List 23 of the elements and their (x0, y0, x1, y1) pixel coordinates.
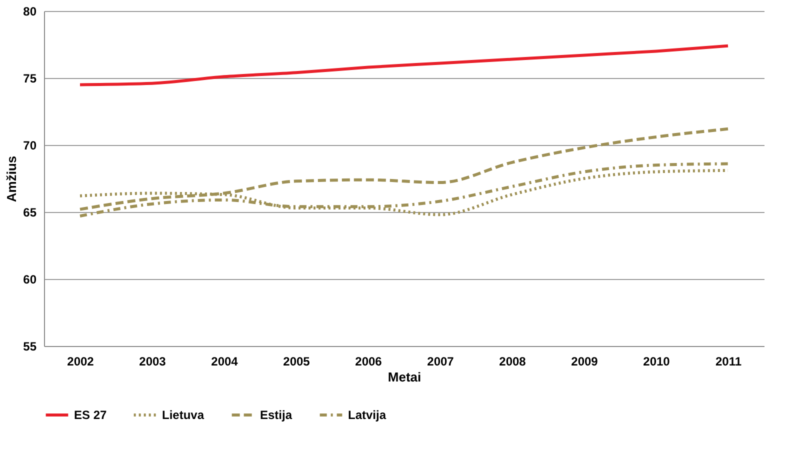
x-tick-label: 2009 (571, 354, 598, 368)
y-tick-label: 70 (23, 138, 37, 152)
legend-label: Lietuva (162, 408, 204, 422)
y-tick-label: 60 (23, 272, 37, 286)
y-axis-title: Amžius (4, 156, 20, 202)
x-tick-label: 2004 (211, 354, 238, 368)
x-tick-label: 2002 (67, 354, 94, 368)
y-tick-label: 80 (23, 4, 37, 18)
x-tick-label: 2010 (643, 354, 670, 368)
legend-label: Estija (260, 408, 292, 422)
x-tick-label: 2005 (283, 354, 310, 368)
line-series (78, 44, 730, 86)
x-tick-label: 2006 (355, 354, 382, 368)
y-tick-label: 55 (23, 340, 37, 354)
legend-label: Latvija (348, 408, 386, 422)
x-tick-label: 2011 (715, 354, 742, 368)
y-tick-label: 65 (23, 206, 37, 220)
x-tick-label: 2003 (139, 354, 166, 368)
y-tick-label: 75 (23, 72, 37, 86)
x-tick-label: 2008 (499, 354, 526, 368)
x-tick-label: 2007 (427, 354, 454, 368)
x-axis-title: Metai (388, 370, 422, 384)
legend-label: ES 27 (74, 408, 108, 422)
